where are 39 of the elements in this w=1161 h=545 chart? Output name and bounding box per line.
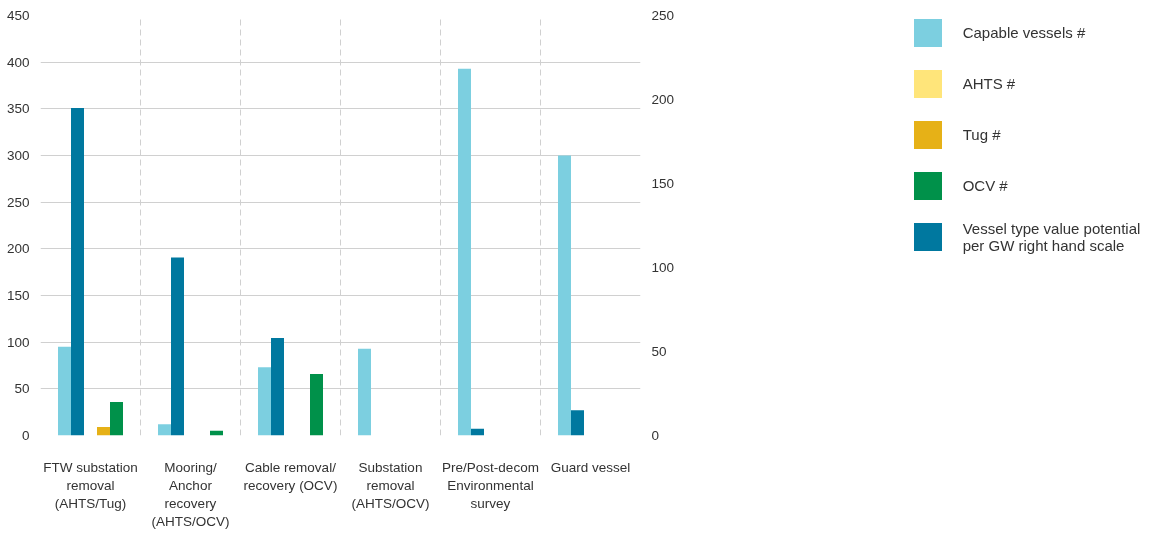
x-tick-label: Guard vessel	[550, 459, 631, 475]
bar	[558, 155, 571, 436]
bar	[310, 373, 323, 436]
legend-label: Capable vessels #	[962, 24, 1086, 41]
y-tick-label: 400	[6, 54, 30, 70]
x-tick-label: FTW substation removal (AHTS/Tug)	[43, 459, 138, 511]
y-tick-label: 300	[6, 148, 30, 163]
x-tick-label: Cable removal/ recovery (OCV)	[243, 459, 338, 493]
y-tick-label: 250	[6, 194, 30, 210]
bar	[358, 348, 371, 436]
y2-tick-label: 200	[651, 92, 675, 107]
x-tick-label: Pre/Post-decom Environmental survey	[442, 459, 539, 511]
y-tick-label: 450	[6, 8, 30, 23]
y-tick-label: 50	[14, 381, 30, 397]
y-tick-label: 100	[6, 334, 30, 350]
y2-tick-label: 50	[651, 344, 667, 359]
y-tick-label: 200	[6, 241, 30, 257]
legend-label: AHTS #	[962, 75, 1016, 92]
bar	[97, 427, 110, 436]
y2-tick-label: 150	[651, 176, 675, 191]
y2-tick-label: 100	[651, 260, 675, 275]
bar	[58, 346, 71, 436]
bar	[171, 257, 184, 436]
bar	[71, 107, 84, 436]
bar	[471, 428, 484, 436]
bar	[458, 68, 471, 436]
y-tick-label: 350	[6, 101, 30, 117]
x-tick-label: Substation removal (AHTS/OCV)	[351, 459, 430, 511]
y-tick-label: 150	[6, 288, 30, 303]
y2-tick-label: 250	[651, 8, 675, 23]
bar	[110, 401, 123, 436]
legend-label: Vessel type value potential per GW right hand scale	[962, 219, 1141, 254]
y2-tick-label: 0	[651, 428, 660, 443]
legend-label: OCV #	[962, 177, 1008, 194]
bar	[571, 410, 584, 436]
y-tick-label: 0	[21, 428, 30, 443]
x-tick-label: Mooring/ Anchor recovery (AHTS/OCV)	[151, 459, 230, 529]
bar	[158, 424, 171, 436]
legend-label: Tug #	[962, 126, 1001, 143]
